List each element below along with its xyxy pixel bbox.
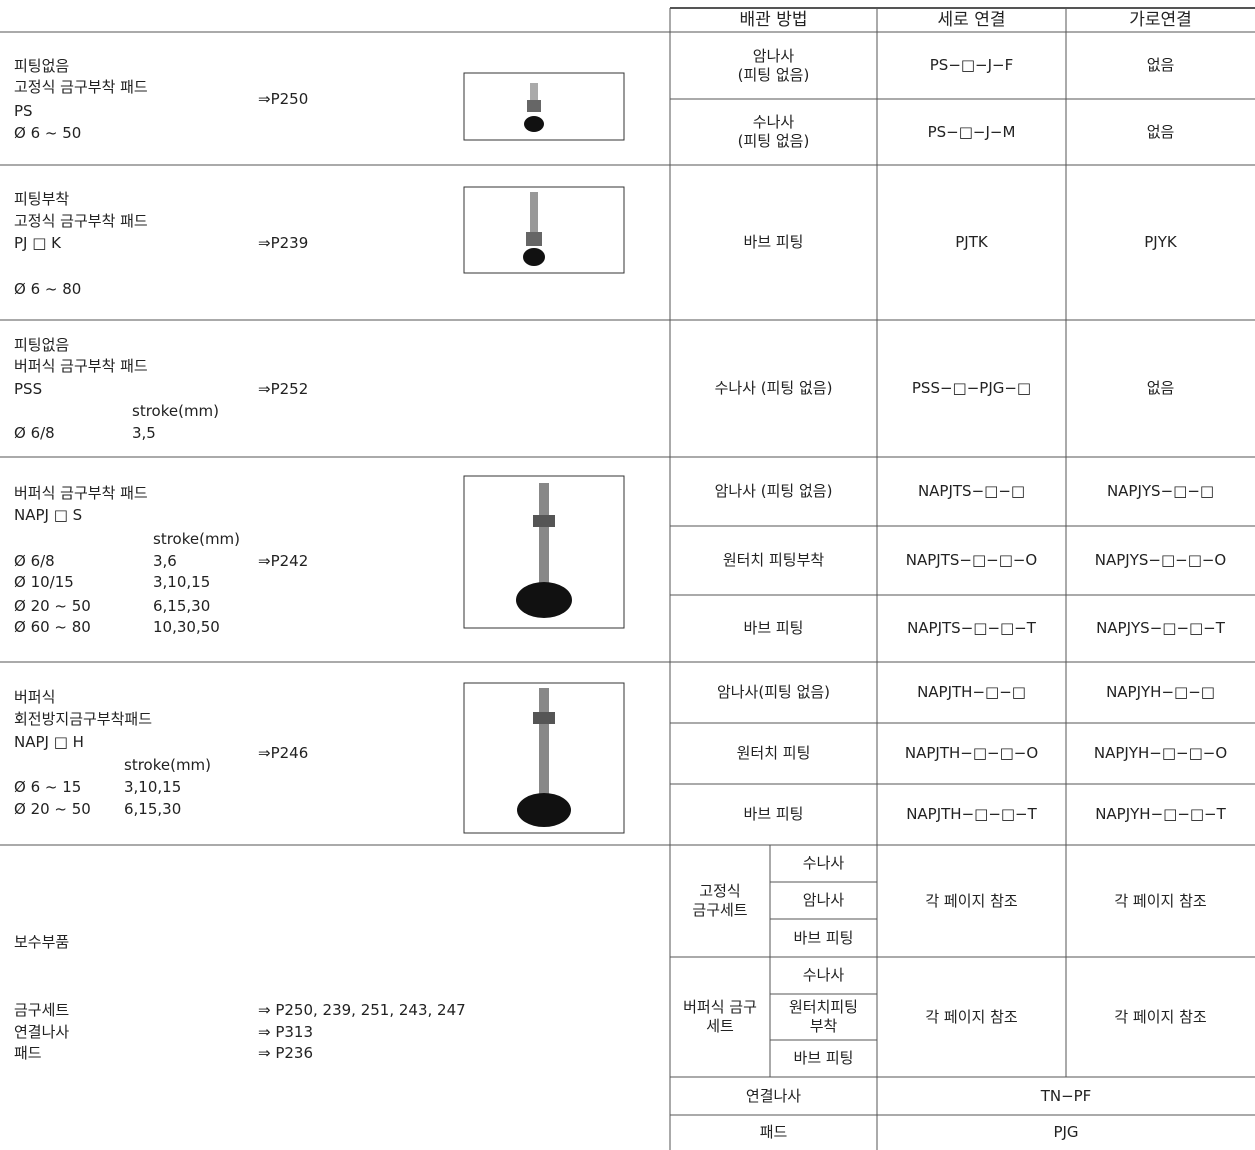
stroke-value: 6,15,30 — [153, 597, 211, 615]
stroke-size: Ø 60 ~ 80 — [14, 618, 91, 636]
product-name: 피팅부착 — [14, 190, 70, 208]
method-cell: 암나사(피팅 없음) — [716, 683, 831, 701]
method-cell: 암나사 (피팅 없음) — [714, 482, 833, 500]
vertical-cell: NAPJTH−□−□−O — [904, 744, 1039, 762]
value-cell: PJG — [1053, 1123, 1079, 1141]
ref-page: ⇒ P313 — [258, 1023, 314, 1041]
method-cell: 수나사 (피팅 없음) — [737, 113, 810, 150]
horizontal-cell: 없음 — [1146, 379, 1175, 397]
product-code: NAPJ □ S — [14, 506, 83, 524]
ref-label: 금구세트 — [14, 1001, 70, 1019]
header-cell: 세로 연결 — [937, 9, 1006, 30]
page-ref: ⇒P239 — [258, 234, 309, 252]
header-cell: 배관 방법 — [739, 9, 808, 30]
group-item: 바브 피팅 — [793, 928, 854, 947]
stroke-value: 3,10,15 — [124, 778, 182, 796]
vertical-cell: NAPJTS−□−□−T — [907, 619, 1036, 637]
product-title: 버퍼식 금구부착 패드 — [14, 357, 148, 375]
product-images — [463, 72, 625, 834]
ref-label: 연결나사 — [14, 1023, 70, 1041]
stroke-size: Ø 20 ~ 50 — [14, 800, 91, 818]
stroke-size: Ø 10/15 — [14, 573, 74, 591]
horizontal-cell: NAPJYS−□−□ — [1106, 482, 1215, 500]
horizontal-cell: NAPJYH−□−□−O — [1093, 744, 1228, 762]
stroke-size: Ø 20 ~ 50 — [14, 597, 91, 615]
maintenance-title: 보수부품 — [14, 933, 70, 951]
stroke-value: 6,15,30 — [124, 800, 182, 818]
product-title: 버퍼식 금구부착 패드 — [14, 484, 148, 502]
method-cell: 원터치 피팅 — [736, 744, 811, 762]
stroke-value: 3,5 — [132, 424, 156, 442]
horizontal-cell: 없음 — [1146, 56, 1175, 74]
horizontal-cell: NAPJYS−□−□−O — [1094, 551, 1227, 569]
vertical-cell: 각 페이지 참조 — [925, 1007, 1018, 1026]
method-cell: 수나사 (피팅 없음) — [714, 379, 833, 397]
vertical-cell: PS−□−J−M — [927, 122, 1016, 141]
method-cell: 암나사 (피팅 없음) — [737, 46, 810, 84]
group-item: 수나사 — [802, 966, 845, 984]
product-code: PJ □ K — [14, 234, 62, 252]
horizontal-cell: 각 페이지 참조 — [1114, 891, 1207, 910]
product-size: Ø 6 ~ 80 — [14, 280, 82, 298]
horizontal-cell: NAPJYH−□−□ — [1106, 683, 1215, 701]
ref-page: ⇒ P236 — [258, 1044, 314, 1062]
product-size: Ø 6 ~ 50 — [14, 124, 82, 142]
vertical-cell: NAPJTS−□−□ — [917, 482, 1026, 500]
product-name: 피팅없음 — [14, 336, 70, 354]
stroke-header: stroke(mm) — [124, 756, 212, 774]
stroke-size: Ø 6/8 — [14, 552, 55, 570]
group-item: 바브 피팅 — [793, 1049, 854, 1067]
stroke-size: Ø 6/8 — [14, 424, 55, 442]
vertical-cell: PS−□−J−F — [929, 56, 1014, 74]
method-cell: 패드 — [759, 1123, 788, 1141]
group-name: 버퍼식 금구 세트 — [683, 998, 757, 1035]
product-title: 고정식 금구부착 패드 — [14, 212, 148, 230]
method-cell: 원터치 피팅부착 — [722, 551, 825, 569]
method-cell: 바브 피팅 — [743, 233, 804, 251]
product-code: NAPJ □ H — [14, 733, 84, 751]
vertical-cell: 각 페이지 참조 — [925, 891, 1018, 910]
horizontal-cell: NAPJYH−□−□−T — [1095, 805, 1226, 823]
ref-label: 패드 — [14, 1044, 42, 1062]
horizontal-cell: NAPJYS−□−□−T — [1096, 619, 1225, 637]
method-cell: 연결나사 — [745, 1086, 802, 1105]
page-ref: ⇒P242 — [258, 552, 309, 570]
product-code: PS — [14, 102, 33, 120]
header-cell: 가로연결 — [1129, 9, 1192, 30]
page-ref: ⇒P250 — [258, 90, 309, 108]
stroke-value: 10,30,50 — [153, 618, 220, 636]
group-name: 고정식 금구세트 — [692, 882, 748, 919]
product-name: 버퍼식 — [14, 688, 56, 706]
vertical-cell: NAPJTS−□−□−O — [905, 551, 1038, 569]
vertical-cell: NAPJTH−□−□ — [917, 683, 1026, 701]
stroke-value: 3,10,15 — [153, 573, 211, 591]
stroke-size: Ø 6 ~ 15 — [14, 778, 82, 796]
value-cell: TN−PF — [1040, 1086, 1092, 1105]
vertical-cell: PJTK — [955, 233, 988, 251]
page-ref: ⇒P252 — [258, 380, 309, 398]
product-title: 회전방지금구부착패드 — [14, 710, 153, 728]
page-ref: ⇒P246 — [258, 744, 309, 762]
method-cell: 바브 피팅 — [743, 619, 804, 637]
product-name: 피팅없음 — [14, 57, 70, 75]
ref-page: ⇒ P250, 239, 251, 243, 247 — [258, 1001, 466, 1019]
stroke-header: stroke(mm) — [132, 402, 220, 420]
stroke-header: stroke(mm) — [153, 530, 241, 548]
vertical-cell: NAPJTH−□−□−T — [906, 805, 1037, 823]
stroke-value: 3,6 — [153, 552, 177, 570]
group-item: 원터치피팅 부착 — [788, 998, 858, 1035]
horizontal-cell: 각 페이지 참조 — [1114, 1007, 1207, 1026]
product-code: PSS — [14, 380, 43, 398]
vertical-cell: PSS−□−PJG−□ — [911, 379, 1032, 397]
horizontal-cell: PJYK — [1144, 233, 1177, 251]
product-title: 고정식 금구부착 패드 — [14, 78, 148, 96]
group-item: 암나사 — [802, 891, 845, 909]
group-item: 수나사 — [802, 854, 845, 872]
horizontal-cell: 없음 — [1146, 122, 1175, 141]
method-cell: 바브 피팅 — [743, 805, 804, 823]
